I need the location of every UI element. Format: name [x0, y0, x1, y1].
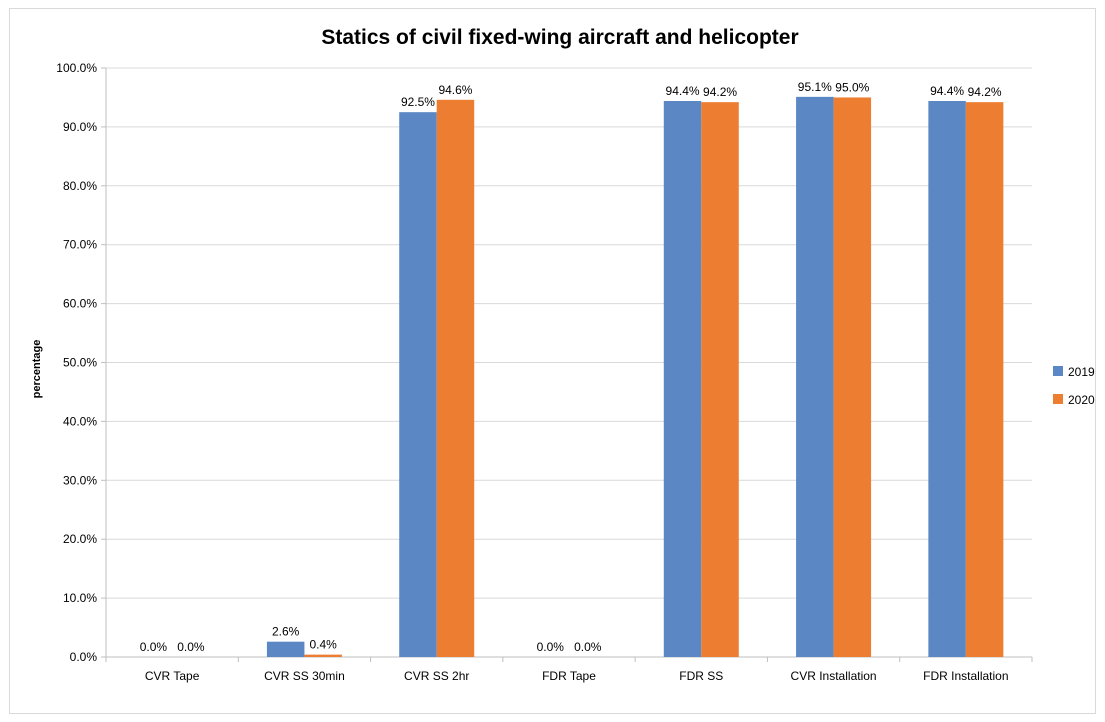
x-tick-label: FDR SS	[679, 669, 723, 683]
legend-swatch	[1053, 366, 1063, 376]
bar-2019	[663, 100, 702, 657]
legend: 2019 2020	[1053, 365, 1095, 407]
x-tick-label: FDR Installation	[923, 669, 1008, 683]
x-tick-label: FDR Tape	[542, 669, 596, 683]
x-axis-ticks: CVR Tape CVR SS 30min CVR SS 2hr FDR Tape FD…	[105, 657, 1033, 683]
chart-frame: Statics of civil fixed-wing aircraft and…	[9, 8, 1096, 714]
bar-2019	[796, 96, 834, 657]
bar-2019	[928, 100, 966, 657]
y-tick-label: 10.0%	[63, 591, 97, 605]
chart-title: Statics of civil fixed-wing aircraft and…	[321, 26, 798, 49]
bar-chart: Statics of civil fixed-wing aircraft and…	[31, 26, 1095, 683]
x-tick-label: CVR SS 30min	[264, 669, 345, 683]
data-label: 92.5%	[401, 95, 435, 109]
data-label: 0.0%	[537, 640, 565, 654]
x-tick-label: CVR SS 2hr	[404, 669, 469, 683]
bar-2020	[436, 99, 475, 657]
data-label: 94.6%	[438, 83, 472, 97]
bar-2019	[266, 641, 305, 657]
y-tick-label: 70.0%	[63, 238, 97, 252]
data-label: 94.2%	[968, 85, 1002, 99]
bars	[266, 96, 1004, 658]
bar-2020	[833, 97, 872, 657]
x-tick-label: CVR Installation	[791, 669, 877, 683]
data-label: 94.4%	[666, 84, 700, 98]
bar-2020	[965, 102, 1004, 658]
y-tick-label: 0.0%	[70, 650, 98, 664]
bar-2020	[304, 654, 342, 657]
y-tick-label: 20.0%	[63, 532, 97, 546]
legend-label: 2020	[1068, 393, 1095, 407]
data-label: 95.0%	[835, 80, 869, 94]
data-labels: 0.0% 0.0%2.6%0.4%92.5%94.6%0.0% 0.0%94.4% 9…	[140, 80, 1002, 654]
data-label: 95.1%	[798, 80, 832, 94]
y-axis-label: percentage	[31, 340, 43, 399]
y-tick-label: 100.0%	[56, 61, 97, 75]
y-tick-label: 60.0%	[63, 297, 97, 311]
y-tick-label: 80.0%	[63, 179, 97, 193]
data-label: 2.6%	[272, 625, 300, 639]
legend-label: 2019	[1068, 365, 1095, 379]
y-tick-label: 50.0%	[63, 356, 97, 370]
gridlines	[105, 67, 1032, 658]
data-label: 0.0%	[140, 640, 168, 654]
data-label: 94.2%	[703, 85, 737, 99]
y-axis-ticks: 0.0% 10.0% 20.0% 30.0% 40.0% 50.0% 60.0% 70.0% 8…	[56, 61, 106, 664]
bar-2020	[701, 102, 739, 658]
y-tick-label: 90.0%	[63, 120, 97, 134]
legend-swatch	[1053, 394, 1063, 404]
data-label: 0.4%	[309, 638, 337, 652]
data-label: 0.0%	[177, 640, 205, 654]
y-tick-label: 30.0%	[63, 473, 97, 487]
data-label: 94.4%	[930, 84, 964, 98]
y-tick-label: 40.0%	[63, 414, 97, 428]
x-tick-label: CVR Tape	[145, 669, 200, 683]
bar-2019	[399, 112, 437, 658]
data-label: 0.0%	[574, 640, 602, 654]
